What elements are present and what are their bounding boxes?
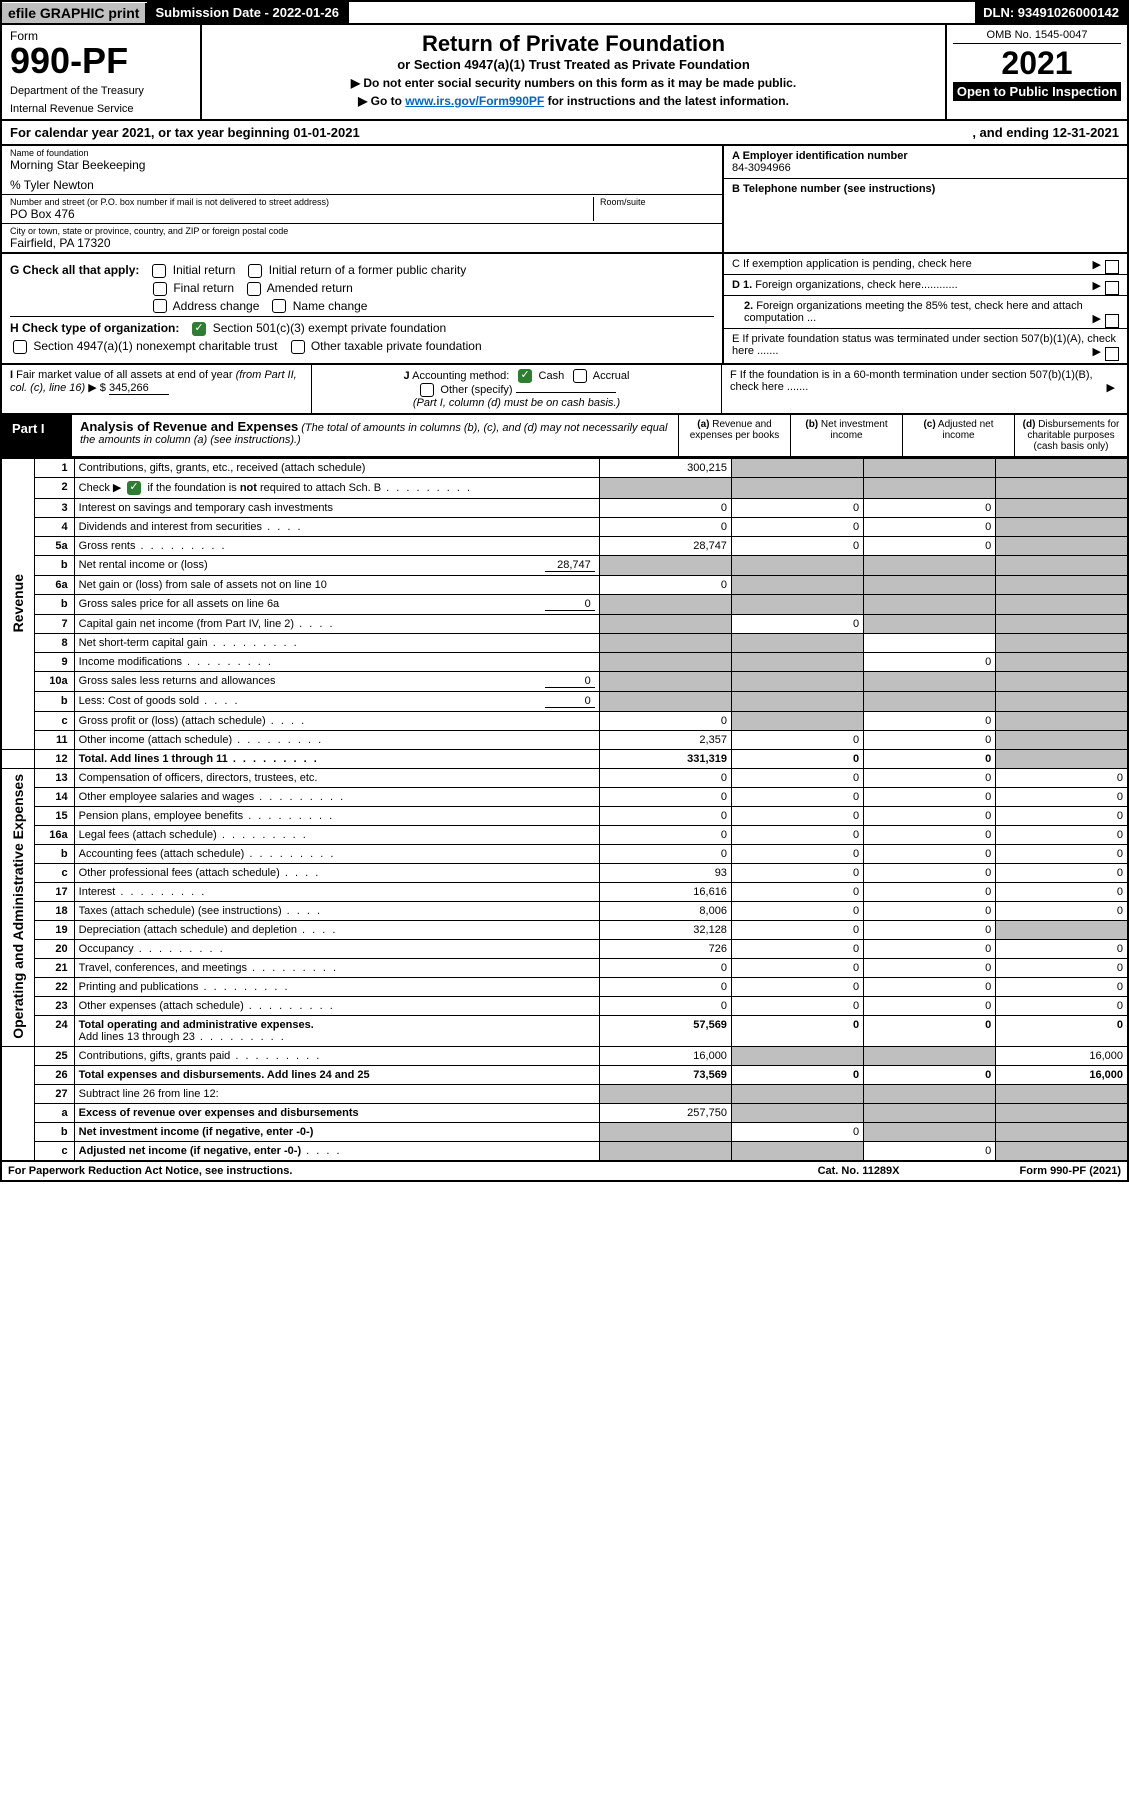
g-row: G Check all that apply: Initial return I… (10, 263, 714, 278)
dept-irs: Internal Revenue Service (10, 103, 192, 115)
form-subtitle: or Section 4947(a)(1) Trust Treated as P… (210, 57, 937, 72)
chk-c[interactable] (1105, 260, 1119, 274)
care-of: % Tyler Newton (10, 178, 714, 192)
revenue-side-label: Revenue (1, 459, 34, 750)
form-number: 990-PF (10, 43, 192, 79)
part1-title: Analysis of Revenue and Expenses (80, 419, 298, 434)
fmv-value: 345,266 (109, 382, 169, 395)
col-b-head: (b) Net investment income (791, 415, 903, 456)
chk-e[interactable] (1105, 347, 1119, 361)
tax-year: 2021 (953, 44, 1121, 82)
top-bar: efile GRAPHIC print Submission Date - 20… (0, 0, 1129, 25)
foundation-name: Morning Star Beekeeping (10, 158, 714, 172)
form-footer: Form 990-PF (2021) (1020, 1165, 1121, 1177)
chk-initial-return[interactable] (152, 264, 166, 278)
col-d-head: (d) Disbursements for charitable purpose… (1015, 415, 1127, 456)
instr-link: ▶ Go to www.irs.gov/Form990PF for instru… (210, 94, 937, 108)
info-grid: Name of foundation Morning Star Beekeepi… (0, 146, 1129, 254)
bottom-bar: For Paperwork Reduction Act Notice, see … (0, 1162, 1129, 1182)
header-left: Form 990-PF Department of the Treasury I… (2, 25, 202, 119)
city-label: City or town, state or province, country… (10, 226, 714, 236)
addr-label: Number and street (or P.O. box number if… (10, 197, 593, 207)
chk-name-change[interactable] (272, 299, 286, 313)
cal-year-end: , and ending 12-31-2021 (972, 125, 1119, 140)
chk-initial-former[interactable] (248, 264, 262, 278)
form-header: Form 990-PF Department of the Treasury I… (0, 25, 1129, 121)
row-2-desc: Check ▶ if the foundation is not require… (74, 478, 599, 499)
chk-other-taxable[interactable] (291, 340, 305, 354)
name-label: Name of foundation (10, 148, 714, 158)
info-right: A Employer identification number 84-3094… (722, 146, 1127, 252)
ein-value: 84-3094966 (732, 162, 791, 174)
j-note: (Part I, column (d) must be on cash basi… (413, 397, 620, 409)
form990pf-link[interactable]: www.irs.gov/Form990PF (405, 94, 544, 108)
calendar-year-row: For calendar year 2021, or tax year begi… (0, 121, 1129, 146)
chk-other-method[interactable] (420, 383, 434, 397)
arrow-icon: ▶ (1093, 345, 1101, 358)
omb-number: OMB No. 1545-0047 (953, 29, 1121, 44)
row-1-a: 300,215 (599, 459, 731, 478)
f-label: F If the foundation is in a 60-month ter… (730, 369, 1093, 393)
arrow-icon: ▶ (1093, 312, 1101, 325)
street-address: PO Box 476 (10, 207, 593, 221)
chk-d1[interactable] (1105, 281, 1119, 295)
row-1-desc: Contributions, gifts, grants, etc., rece… (74, 459, 599, 478)
form-title: Return of Private Foundation (210, 31, 937, 57)
ein-label: A Employer identification number (732, 150, 908, 162)
chk-final-return[interactable] (153, 282, 167, 296)
ij-section: I Fair market value of all assets at end… (0, 365, 1129, 415)
arrow-icon: ▶ (1093, 279, 1101, 292)
chk-4947a1[interactable] (13, 340, 27, 354)
chk-d2[interactable] (1105, 314, 1119, 328)
cal-year-begin: For calendar year 2021, or tax year begi… (10, 125, 972, 140)
chk-address-change[interactable] (153, 299, 167, 313)
cat-no: Cat. No. 11289X (818, 1165, 900, 1177)
c-label: C If exemption application is pending, c… (732, 258, 972, 270)
expenses-side-label: Operating and Administrative Expenses (1, 769, 34, 1047)
paperwork-notice: For Paperwork Reduction Act Notice, see … (8, 1165, 292, 1177)
chk-cash[interactable] (518, 369, 532, 383)
city-state-zip: Fairfield, PA 17320 (10, 236, 714, 250)
phone-label: B Telephone number (see instructions) (732, 183, 935, 195)
info-left: Name of foundation Morning Star Beekeepi… (2, 146, 722, 252)
dln-label: DLN: 93491026000142 (975, 2, 1127, 23)
section-c-to-f: G Check all that apply: Initial return I… (0, 254, 1129, 365)
efile-label[interactable]: efile GRAPHIC print (2, 3, 147, 23)
chk-accrual[interactable] (573, 369, 587, 383)
arrow-icon: ▶ (1093, 258, 1101, 271)
chk-501c3[interactable] (192, 322, 206, 336)
part1-label: Part I (2, 415, 72, 456)
dept-treasury: Department of the Treasury (10, 85, 192, 97)
instr-ssn: ▶ Do not enter social security numbers o… (210, 76, 937, 90)
part1-table: Revenue 1 Contributions, gifts, grants, … (0, 458, 1129, 1162)
room-label: Room/suite (600, 197, 714, 207)
col-a-head: (a) Revenue and expenses per books (679, 415, 791, 456)
e-label: E If private foundation status was termi… (732, 333, 1116, 357)
chk-sch-b[interactable] (127, 481, 141, 495)
submission-date: Submission Date - 2022-01-26 (147, 2, 349, 23)
public-inspection: Open to Public Inspection (953, 82, 1121, 101)
part1-header: Part I Analysis of Revenue and Expenses … (0, 415, 1129, 458)
header-right: OMB No. 1545-0047 2021 Open to Public In… (947, 25, 1127, 119)
arrow-icon: ▶ (1107, 381, 1115, 394)
chk-amended-return[interactable] (247, 282, 261, 296)
header-mid: Return of Private Foundation or Section … (202, 25, 947, 119)
col-c-head: (c) Adjusted net income (903, 415, 1015, 456)
